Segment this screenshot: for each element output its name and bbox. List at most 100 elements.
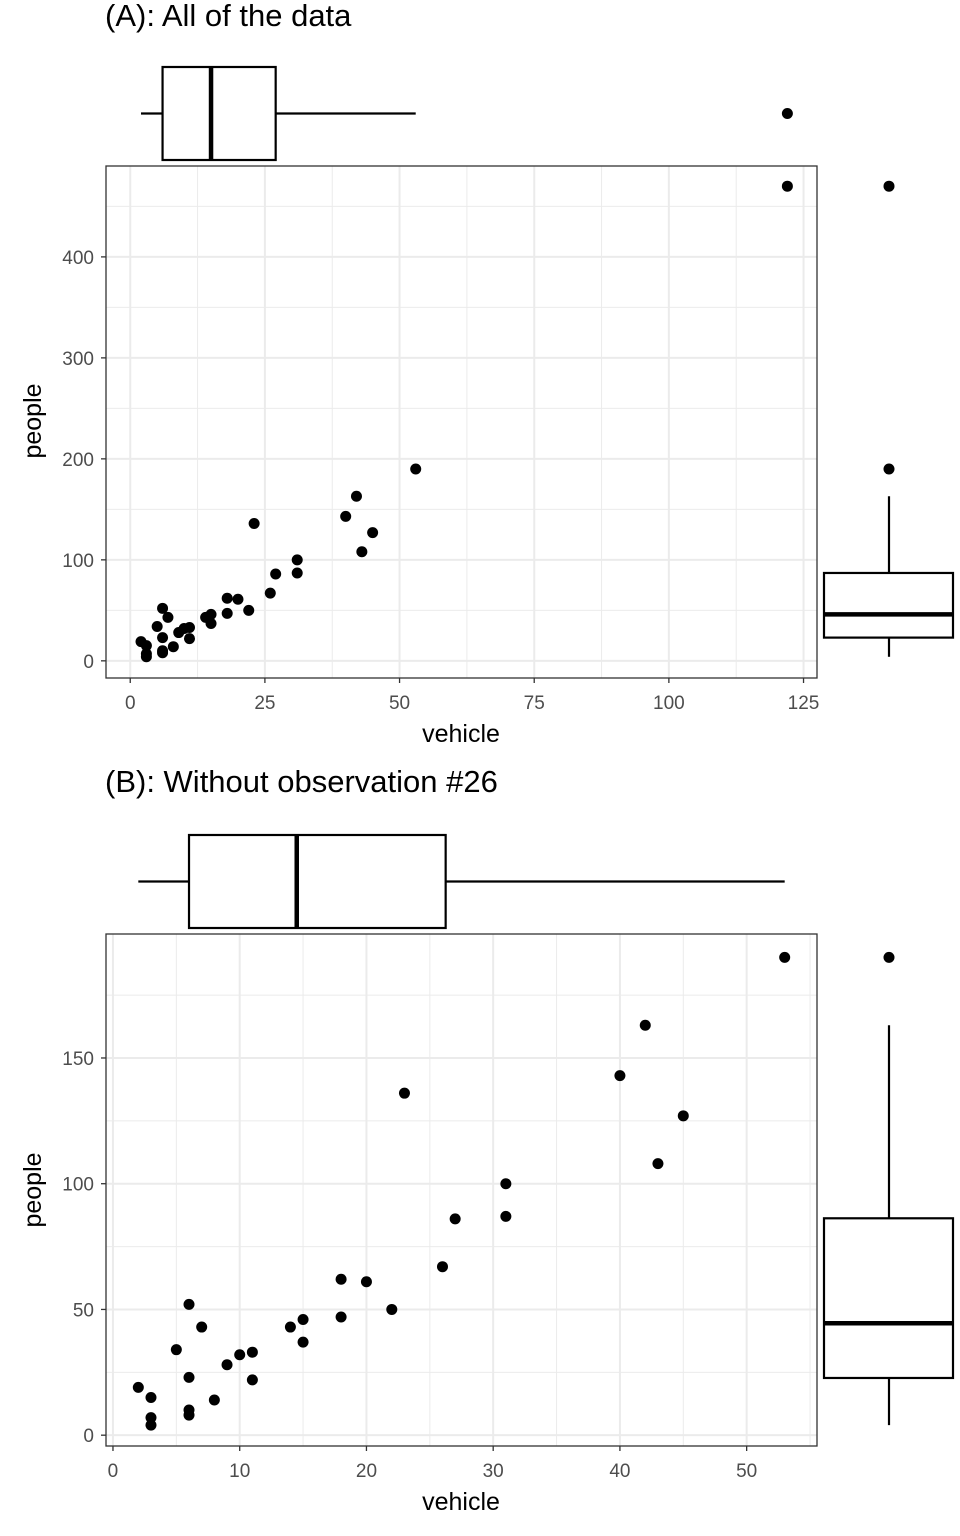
boxplot-outlier bbox=[883, 180, 895, 192]
data-point bbox=[335, 1311, 347, 1323]
data-point bbox=[208, 1394, 220, 1406]
data-point bbox=[232, 593, 244, 605]
x-tick-label: 30 bbox=[483, 1461, 504, 1482]
x-tick-label: 0 bbox=[125, 693, 136, 714]
data-point bbox=[145, 1412, 157, 1424]
boxplot-box bbox=[187, 833, 447, 930]
data-point bbox=[781, 180, 793, 192]
data-point bbox=[264, 587, 276, 599]
data-point bbox=[183, 1298, 195, 1310]
data-point bbox=[350, 490, 362, 502]
boxplot-outlier bbox=[883, 463, 895, 475]
data-point bbox=[157, 647, 169, 659]
panel-b-x-ticks: 0 10 20 30 40 50 bbox=[108, 1446, 757, 1482]
panel-a-y-axis-label: people bbox=[19, 383, 47, 458]
y-tick-label: 50 bbox=[73, 1300, 94, 1321]
panel-b-border bbox=[105, 933, 818, 1447]
data-point bbox=[157, 632, 169, 644]
data-point bbox=[140, 651, 152, 663]
data-point bbox=[170, 1344, 182, 1356]
panel-b-top-boxplot bbox=[138, 833, 785, 930]
x-tick-label: 50 bbox=[736, 1461, 757, 1482]
y-tick-label: 100 bbox=[62, 551, 94, 572]
data-point bbox=[140, 640, 152, 652]
boxplot-box bbox=[822, 571, 955, 639]
data-point bbox=[246, 1374, 258, 1386]
panel-a-x-axis-label: vehicle bbox=[422, 720, 500, 748]
data-point bbox=[677, 1110, 689, 1122]
data-point bbox=[335, 1273, 347, 1285]
x-tick-label: 20 bbox=[356, 1461, 377, 1482]
panel-b-title: (B): Without observation #26 bbox=[105, 764, 498, 799]
data-point bbox=[183, 622, 195, 634]
y-tick-label: 400 bbox=[62, 248, 94, 269]
x-tick-label: 40 bbox=[609, 1461, 630, 1482]
panel-a: (A): All of the data 0 25 50 75 100 125 0 100 2… bbox=[19, 0, 955, 748]
y-tick-label: 200 bbox=[62, 450, 94, 471]
panel-a-plot-area bbox=[105, 165, 818, 679]
data-point bbox=[284, 1321, 296, 1333]
panel-a-gridlines bbox=[106, 166, 817, 678]
data-point bbox=[410, 463, 422, 475]
panel-a-background bbox=[106, 166, 817, 678]
data-point bbox=[398, 1087, 410, 1099]
data-point bbox=[500, 1178, 512, 1190]
x-tick-label: 0 bbox=[108, 1461, 119, 1482]
data-point bbox=[132, 1381, 144, 1393]
data-point bbox=[234, 1349, 246, 1361]
data-point bbox=[151, 620, 163, 632]
boxplot-box bbox=[161, 65, 277, 162]
data-point bbox=[221, 1359, 233, 1371]
panel-a-x-ticks: 0 25 50 75 100 125 bbox=[125, 678, 819, 714]
x-tick-label: 10 bbox=[229, 1461, 250, 1482]
data-point bbox=[183, 1409, 195, 1421]
data-point bbox=[291, 554, 303, 566]
data-point bbox=[183, 633, 195, 645]
data-point bbox=[157, 602, 169, 614]
data-point bbox=[221, 607, 233, 619]
data-point bbox=[449, 1213, 461, 1225]
x-tick-label: 125 bbox=[788, 693, 820, 714]
data-point bbox=[183, 1371, 195, 1383]
panel-a-top-boxplot bbox=[141, 65, 793, 162]
data-point bbox=[436, 1261, 448, 1273]
panel-b-points bbox=[132, 951, 791, 1431]
data-point bbox=[652, 1158, 664, 1170]
panel-a-points bbox=[135, 180, 793, 663]
x-tick-label: 25 bbox=[254, 693, 275, 714]
y-tick-label: 0 bbox=[83, 1426, 94, 1447]
panel-b-y-axis-label: people bbox=[19, 1152, 47, 1227]
data-point bbox=[205, 608, 217, 620]
panel-b-right-boxplot bbox=[822, 951, 955, 1426]
data-point bbox=[270, 568, 282, 580]
x-tick-label: 100 bbox=[653, 693, 685, 714]
data-point bbox=[340, 510, 352, 522]
data-point bbox=[356, 546, 368, 558]
data-point bbox=[297, 1336, 309, 1348]
data-point bbox=[221, 592, 233, 604]
y-tick-label: 150 bbox=[62, 1049, 94, 1070]
data-point bbox=[500, 1210, 512, 1222]
data-point bbox=[167, 641, 179, 653]
data-point bbox=[367, 527, 379, 539]
boxplot-box bbox=[822, 1217, 955, 1380]
data-point bbox=[297, 1314, 309, 1326]
panel-a-right-boxplot bbox=[822, 180, 955, 657]
y-tick-label: 100 bbox=[62, 1175, 94, 1196]
x-tick-label: 75 bbox=[524, 693, 545, 714]
data-point bbox=[248, 517, 260, 529]
panel-b-background bbox=[106, 934, 817, 1446]
data-point bbox=[360, 1276, 372, 1288]
boxplot-outlier bbox=[781, 108, 793, 119]
panel-b: (B): Without observation #26 0 10 20 30 40 50… bbox=[19, 764, 955, 1516]
boxplot-outlier bbox=[883, 951, 895, 963]
data-point bbox=[246, 1346, 258, 1358]
data-point bbox=[196, 1321, 208, 1333]
data-point bbox=[779, 951, 791, 963]
data-point bbox=[386, 1303, 398, 1315]
data-point bbox=[162, 611, 174, 623]
panel-a-title: (A): All of the data bbox=[105, 0, 352, 33]
panel-a-border bbox=[105, 165, 818, 679]
data-point bbox=[291, 567, 303, 579]
panel-a-y-ticks: 0 100 200 300 400 bbox=[62, 248, 106, 673]
